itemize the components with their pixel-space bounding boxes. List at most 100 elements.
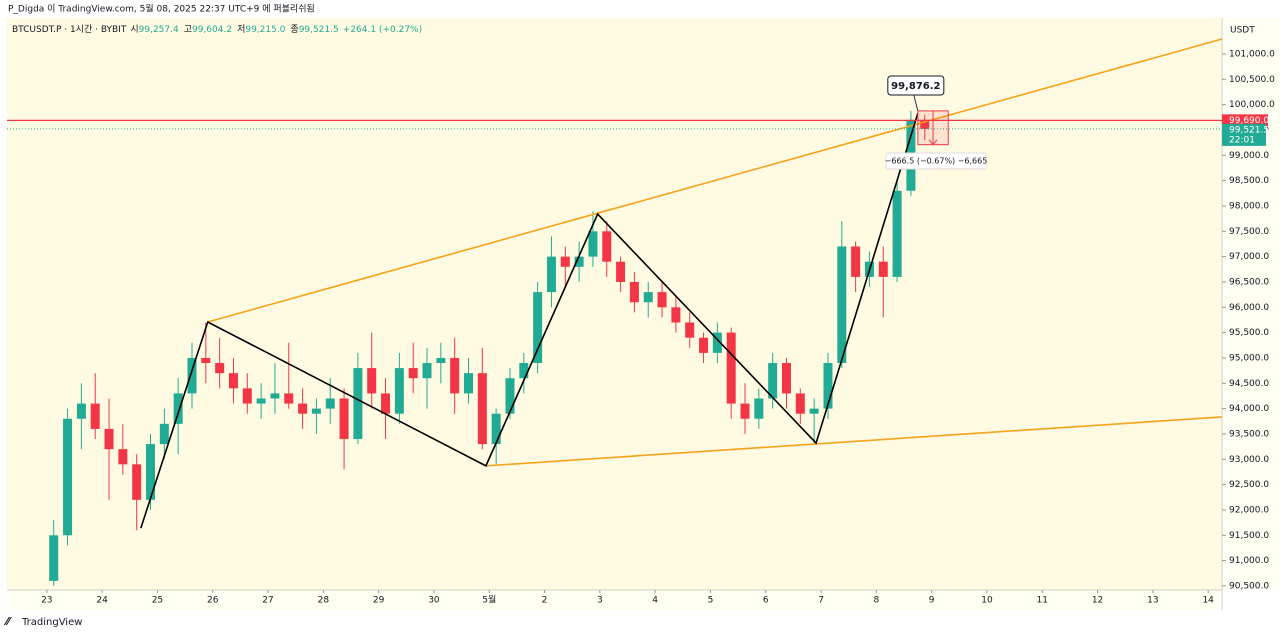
x-tick-label: 27 <box>262 596 273 606</box>
candle-body <box>408 368 418 379</box>
x-tick-label: 25 <box>152 596 163 606</box>
candle-body <box>228 373 238 389</box>
x-tick-label: 3 <box>597 596 603 606</box>
y-tick-label: 92,500.0 <box>1229 480 1269 490</box>
symbol-line: BTCUSDT.P · 1시간 · BYBIT 시99,257.4 고99,604.… <box>12 24 422 35</box>
candle-body <box>381 393 391 414</box>
candle-body <box>533 292 543 364</box>
y-tick-label: 98,000.0 <box>1229 201 1269 211</box>
channel-lower <box>485 416 1223 467</box>
candle-body <box>104 428 114 450</box>
y-tick-label: 95,500.0 <box>1229 328 1269 338</box>
countdown: 22:01 <box>1229 135 1255 145</box>
x-tick-label: 10 <box>981 596 993 606</box>
price-axis <box>1222 18 1280 590</box>
x-tick-label: 26 <box>207 596 219 606</box>
candle-body <box>712 332 722 353</box>
x-tick-label: 9 <box>929 596 935 606</box>
last-price-label: 99,521.5 <box>1229 125 1269 135</box>
candle-body <box>311 408 321 414</box>
candle-body <box>201 357 211 364</box>
ohlc-label: 종 <box>290 24 298 35</box>
candle-body <box>284 393 294 404</box>
x-tick-label: 8 <box>873 596 879 606</box>
zigzag <box>140 113 919 529</box>
brand: TradingView <box>21 617 82 628</box>
measure-label: −666.5 (−0.67%) −6,665 <box>885 157 988 166</box>
candle-body <box>878 261 888 277</box>
y-tick-label: 91,500.0 <box>1229 531 1269 541</box>
candle-body <box>671 307 681 323</box>
x-tick-label: 30 <box>428 596 440 606</box>
alert-label: 99,690.0 <box>1229 116 1269 126</box>
x-tick-label: 5 <box>708 596 714 606</box>
plot-area <box>7 18 1222 590</box>
candle-body <box>892 190 902 277</box>
x-tick-label: 11 <box>1037 596 1048 606</box>
y-tick-label: 91,000.0 <box>1229 556 1269 566</box>
last-price-bg <box>1222 123 1266 146</box>
candle-body <box>173 393 183 424</box>
measure-arrowhead <box>928 139 938 146</box>
candle-body <box>685 322 695 338</box>
candle-body <box>643 292 653 303</box>
x-tick-label: 28 <box>318 596 330 606</box>
candle-body <box>367 368 377 394</box>
alert-label-bg <box>1222 114 1268 127</box>
candle-body <box>118 449 128 465</box>
candle-body <box>699 337 709 353</box>
candle-body <box>394 368 404 414</box>
x-tick-label: 4 <box>652 596 658 606</box>
callout-label: 99,876.2 <box>891 81 940 92</box>
y-tick-label: 100,500.0 <box>1229 75 1275 85</box>
candle-body <box>422 363 432 379</box>
candle-body <box>616 261 626 282</box>
x-tick-label: 23 <box>41 596 52 606</box>
x-tick-label: 24 <box>96 596 108 606</box>
candle-body <box>436 357 446 364</box>
candle-body <box>270 393 280 399</box>
candle-body <box>837 246 847 364</box>
y-tick-label: 100,000.0 <box>1229 100 1275 110</box>
candle-body <box>146 444 156 500</box>
callout-box <box>887 75 945 96</box>
candle-body <box>602 231 612 262</box>
candle-body <box>851 246 861 277</box>
ohlc-value: 99,215.0 <box>245 25 285 35</box>
x-tick-label: 6 <box>763 596 769 606</box>
ohlc-label: 시 <box>130 24 138 35</box>
x-tick-label: 12 <box>1092 596 1103 606</box>
candle-body <box>477 373 487 445</box>
candle-body <box>159 423 169 445</box>
y-tick-label: 97,000.0 <box>1229 252 1269 262</box>
y-tick-label: 94,500.0 <box>1229 379 1269 389</box>
measure-box <box>885 152 987 170</box>
x-tick-label: 13 <box>1147 596 1158 606</box>
candle-body <box>450 357 460 394</box>
x-tick-label: 7 <box>818 596 824 606</box>
currency: USDT <box>1230 26 1255 36</box>
ohlc-value: 99,604.2 <box>192 25 232 35</box>
candle-body <box>325 398 335 409</box>
candle-body <box>242 388 252 404</box>
y-tick-label: 99,000.0 <box>1229 151 1269 161</box>
candle-body <box>546 256 556 293</box>
candle-body <box>768 363 778 399</box>
y-tick-label: 95,000.0 <box>1229 353 1269 363</box>
channel-upper <box>207 38 1223 323</box>
candle-body <box>49 535 59 581</box>
y-tick-label: 94,000.0 <box>1229 404 1269 414</box>
x-tick-label: 5월 <box>482 594 496 606</box>
y-tick-label: 98,500.0 <box>1229 176 1269 186</box>
candle-body <box>256 398 266 404</box>
x-tick-label: 2 <box>542 596 548 606</box>
publisher: P_Digda 이 TradingView.com, 5월 08, 2025 2… <box>8 3 315 15</box>
y-tick-label: 97,500.0 <box>1229 227 1269 237</box>
callout-pointer <box>913 94 919 112</box>
y-tick-label: 92,000.0 <box>1229 505 1269 515</box>
candle-body <box>339 398 349 440</box>
candle-body <box>132 464 142 500</box>
y-tick-label: 90,500.0 <box>1229 581 1269 591</box>
